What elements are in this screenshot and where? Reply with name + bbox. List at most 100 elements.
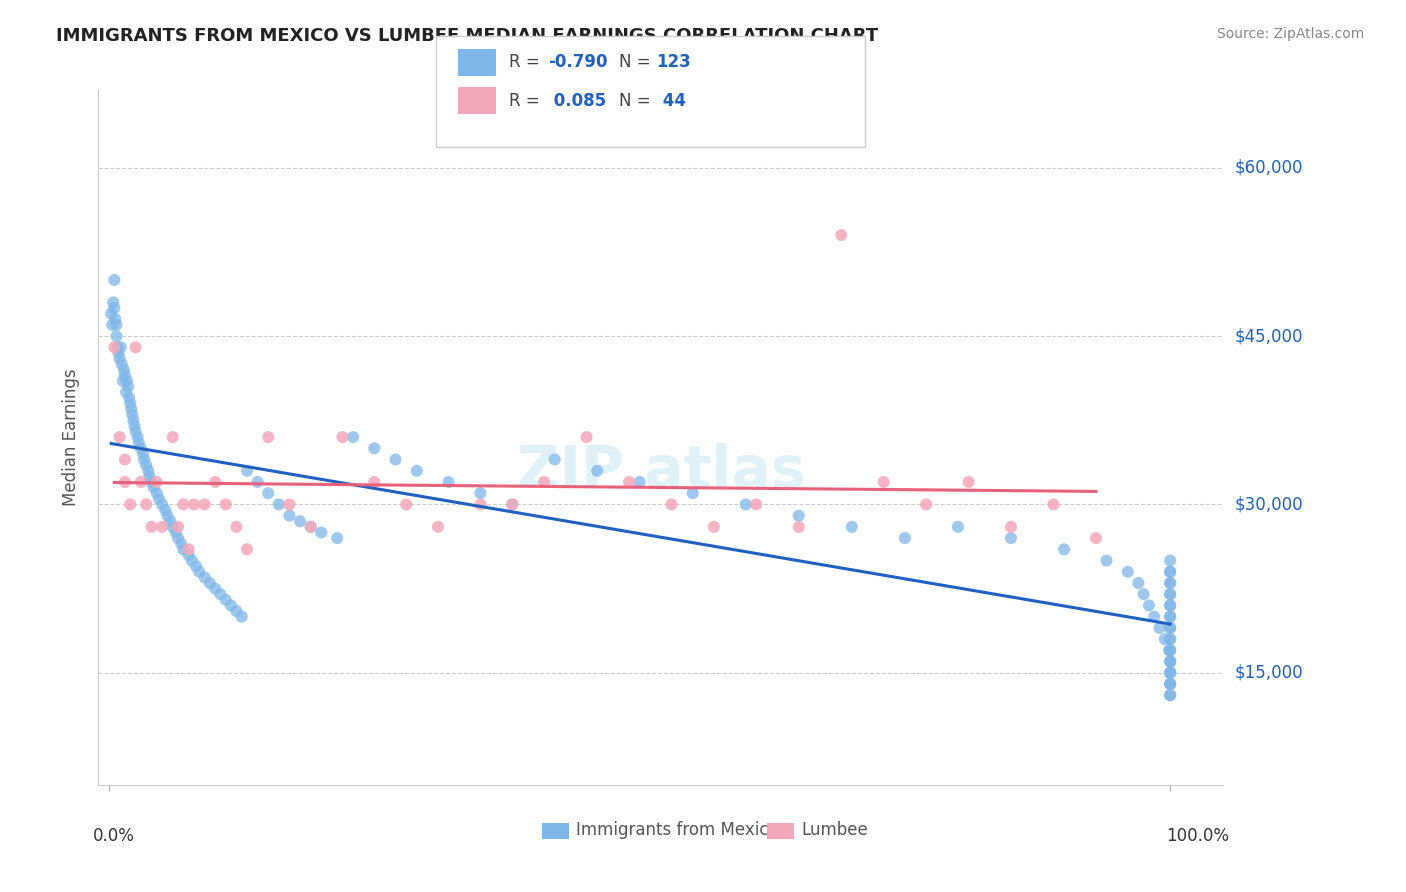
Point	[342, 430, 364, 444]
Point	[1159, 599, 1181, 613]
Point	[288, 514, 311, 528]
Text: 44: 44	[657, 92, 686, 110]
Y-axis label: Median Earnings: Median Earnings	[62, 368, 80, 506]
Point	[172, 542, 194, 557]
Point	[628, 475, 651, 489]
Point	[309, 525, 332, 540]
Point	[1159, 655, 1181, 669]
Point	[215, 497, 238, 511]
Point	[1143, 609, 1166, 624]
FancyBboxPatch shape	[766, 822, 793, 839]
Point	[215, 592, 238, 607]
Point	[183, 497, 205, 511]
Point	[384, 452, 406, 467]
Point	[107, 346, 129, 360]
Point	[257, 430, 280, 444]
Point	[1159, 665, 1181, 680]
Point	[231, 609, 253, 624]
Point	[332, 430, 354, 444]
Point	[225, 520, 247, 534]
Point	[103, 295, 125, 310]
Point	[132, 447, 155, 461]
Point	[1159, 609, 1181, 624]
Point	[128, 435, 150, 450]
Text: Source: ZipAtlas.com: Source: ZipAtlas.com	[1216, 27, 1364, 41]
Point	[103, 301, 125, 315]
Point	[135, 497, 157, 511]
Point	[124, 340, 146, 354]
Text: $30,000: $30,000	[1234, 495, 1303, 514]
Point	[124, 425, 146, 439]
Point	[278, 497, 301, 511]
Point	[787, 508, 810, 523]
Point	[124, 418, 146, 433]
Point	[1159, 665, 1181, 680]
Point	[1159, 576, 1181, 591]
Point	[129, 442, 152, 456]
Point	[141, 520, 163, 534]
Point	[120, 402, 142, 417]
Point	[437, 475, 460, 489]
Text: Immigrants from Mexico: Immigrants from Mexico	[576, 822, 779, 839]
Point	[188, 565, 211, 579]
Point	[1159, 655, 1181, 669]
Point	[1128, 576, 1150, 591]
Point	[112, 363, 135, 377]
Point	[148, 491, 170, 506]
Text: 100.0%: 100.0%	[1166, 827, 1229, 845]
Point	[1159, 677, 1181, 691]
Point	[172, 497, 194, 511]
Point	[135, 458, 157, 472]
Point	[1159, 677, 1181, 691]
Point	[363, 475, 385, 489]
Point	[1153, 632, 1175, 646]
Point	[894, 531, 917, 545]
Point	[136, 464, 159, 478]
Point	[703, 520, 725, 534]
Point	[1159, 688, 1181, 702]
Point	[1149, 621, 1171, 635]
Point	[155, 503, 177, 517]
Point	[405, 464, 427, 478]
Point	[533, 475, 555, 489]
Point	[142, 481, 165, 495]
Point	[1159, 655, 1181, 669]
Text: R =: R =	[509, 92, 546, 110]
Point	[236, 464, 259, 478]
Point	[118, 391, 141, 405]
Point	[1159, 632, 1181, 646]
Point	[841, 520, 863, 534]
Point	[111, 357, 134, 371]
Point	[395, 497, 418, 511]
Point	[146, 475, 169, 489]
Point	[787, 520, 810, 534]
Point	[957, 475, 980, 489]
Point	[1000, 520, 1022, 534]
Point	[184, 559, 207, 574]
Point	[1159, 565, 1181, 579]
Point	[122, 413, 145, 427]
Point	[108, 351, 131, 366]
Point	[278, 508, 301, 523]
Point	[193, 570, 215, 584]
Point	[1159, 665, 1181, 680]
Point	[363, 442, 385, 456]
Point	[734, 497, 756, 511]
Point	[105, 318, 128, 332]
Point	[177, 542, 200, 557]
Text: 0.0%: 0.0%	[93, 827, 135, 845]
Point	[120, 396, 142, 410]
Point	[1159, 632, 1181, 646]
Text: N =: N =	[619, 54, 655, 71]
Point	[1159, 587, 1181, 601]
Point	[586, 464, 609, 478]
Point	[150, 520, 173, 534]
FancyBboxPatch shape	[541, 822, 568, 839]
Point	[1132, 587, 1154, 601]
Point	[170, 537, 193, 551]
Point	[267, 497, 290, 511]
Point	[167, 520, 190, 534]
Point	[110, 340, 132, 354]
Point	[1159, 621, 1181, 635]
Point	[114, 475, 136, 489]
